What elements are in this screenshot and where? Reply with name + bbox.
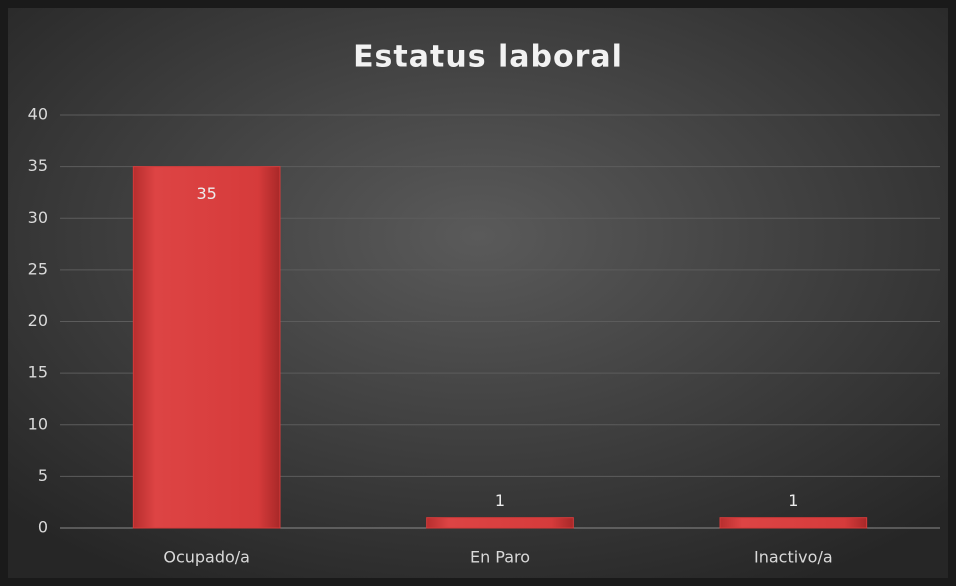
y-tick-label: 35 <box>28 156 48 175</box>
x-tick-label: Ocupado/a <box>163 548 250 567</box>
bar <box>719 517 868 529</box>
data-label: 1 <box>495 491 505 510</box>
y-tick-label: 0 <box>38 518 48 537</box>
bar <box>426 517 574 529</box>
y-tick-label: 10 <box>28 414 48 433</box>
bar <box>132 166 281 529</box>
data-label: 35 <box>196 184 216 203</box>
data-label: 1 <box>788 491 798 510</box>
y-tick-label: 15 <box>28 363 48 382</box>
chart-title: Estatus laboral <box>353 40 623 75</box>
y-tick-label: 40 <box>28 105 48 124</box>
y-tick-label: 25 <box>28 259 48 278</box>
y-tick-label: 30 <box>28 208 48 227</box>
x-tick-label: Inactivo/a <box>754 548 833 567</box>
y-tick-label: 20 <box>28 311 48 330</box>
x-tick-label: En Paro <box>470 548 530 567</box>
y-tick-label: 5 <box>38 466 48 485</box>
